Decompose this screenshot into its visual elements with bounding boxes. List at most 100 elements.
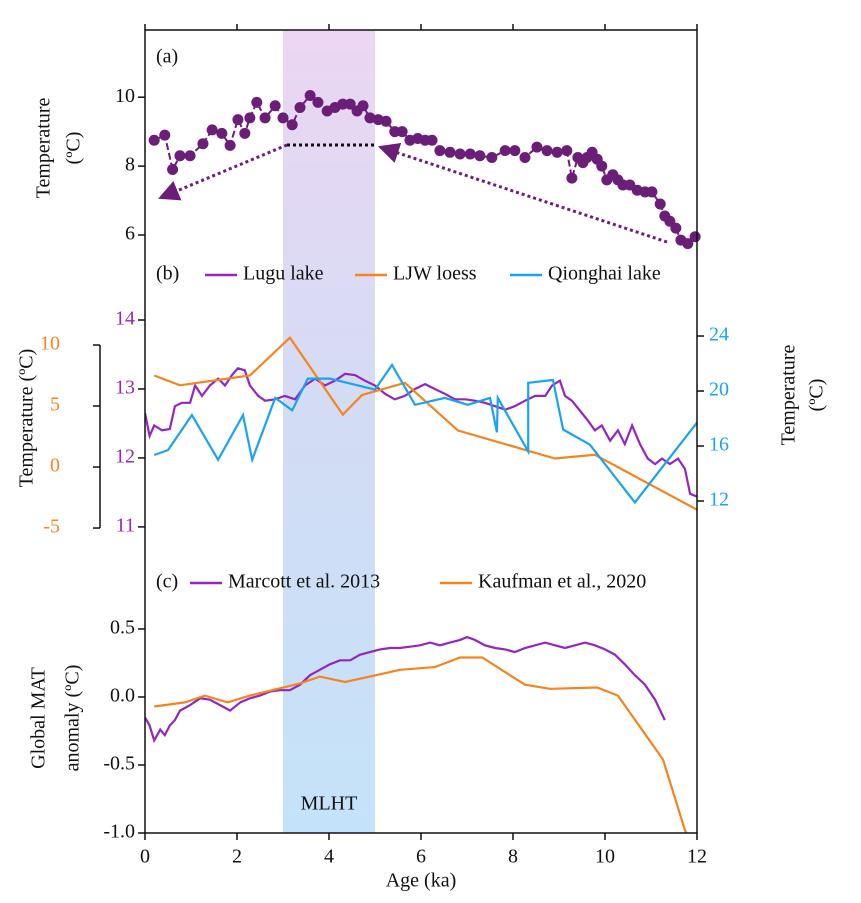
series-line (154, 656, 688, 833)
data-point (224, 139, 236, 151)
data-point (689, 231, 701, 243)
data-point (531, 141, 543, 153)
panel-label: (b) (156, 263, 179, 285)
legend-label: Kaufman et al., 2020 (478, 571, 646, 593)
data-point (464, 148, 476, 160)
axis-title: (ºC) (63, 132, 85, 165)
data-point (304, 89, 316, 101)
data-point (184, 150, 196, 162)
data-point (294, 102, 306, 114)
panel-label: (a) (156, 46, 178, 68)
y-tick-label: 20 (709, 379, 729, 401)
x-axis-title: Age (ka) (386, 870, 457, 892)
x-tick-label: 10 (595, 846, 615, 868)
data-point (364, 112, 376, 124)
y-tick-label: -1.0 (103, 821, 135, 843)
y-tick-label: 8 (125, 154, 135, 176)
data-point (541, 145, 553, 157)
legend-label: Marcott et al. 2013 (228, 571, 380, 593)
data-point (566, 172, 578, 184)
data-point (380, 115, 392, 127)
plot-frame (144, 29, 698, 834)
highlight-band (283, 30, 375, 833)
data-point (596, 160, 608, 172)
series-line (153, 362, 697, 505)
axis-title: Temperature (33, 97, 55, 198)
data-point (444, 146, 456, 158)
data-point (269, 100, 281, 112)
data-point (682, 238, 694, 250)
legend-label: LJW loess (393, 263, 477, 285)
axis-title: Global MAT (28, 667, 50, 769)
data-point (312, 96, 324, 108)
y-tick-label: 16 (709, 434, 729, 456)
x-tick-label: 2 (232, 846, 242, 868)
data-point (646, 186, 658, 198)
series-line (153, 336, 697, 511)
y-tick-label: 5 (50, 394, 60, 416)
data-point (486, 151, 498, 163)
data-point (474, 150, 486, 162)
data-point (259, 112, 271, 124)
data-point (277, 112, 289, 124)
data-point (509, 145, 521, 157)
data-point (232, 114, 244, 126)
data-point (148, 134, 160, 146)
y-tick-label: 14 (115, 308, 135, 330)
data-point (244, 112, 256, 124)
y-tick-label: 24 (709, 324, 729, 346)
data-point (499, 145, 511, 157)
x-tick-label: 6 (416, 846, 426, 868)
data-point (286, 119, 298, 131)
x-tick-label: 12 (687, 846, 707, 868)
axis-title: Temperature (778, 344, 800, 445)
data-point (174, 150, 186, 162)
data-point (519, 151, 531, 163)
y-tick-label: -5 (43, 516, 60, 538)
data-point (206, 124, 218, 136)
data-point (434, 145, 446, 157)
trend-arrows (158, 142, 668, 244)
data-point (454, 148, 466, 160)
x-tick-label: 0 (140, 846, 150, 868)
y-tick-label: 11 (116, 514, 135, 536)
background-layer (283, 30, 375, 833)
y-tick-label: 10 (115, 85, 135, 107)
axis-title: (ºC) (806, 379, 828, 412)
arrow (378, 142, 668, 244)
y-tick-label: 12 (115, 446, 135, 468)
data-point (561, 145, 573, 157)
data-point (551, 146, 563, 158)
data-point (654, 198, 666, 210)
x-tick-label: 8 (508, 846, 518, 868)
arrow (158, 143, 288, 201)
y-tick-label: 0 (50, 455, 60, 477)
data-point (251, 96, 263, 108)
y-tick-label: 10 (40, 333, 60, 355)
data-point (239, 127, 251, 139)
series-line (145, 635, 666, 744)
data-point (216, 127, 228, 139)
y-tick-label: -0.5 (103, 753, 135, 775)
x-tick-label: 4 (324, 846, 334, 868)
axis-title: anomaly (ºC) (62, 665, 84, 772)
data-point (167, 164, 179, 176)
data-point (396, 126, 408, 138)
band-label: MLHT (301, 793, 358, 815)
data-point (159, 129, 171, 141)
axis-title: Temperature (ºC) (16, 349, 38, 488)
data-point (426, 134, 438, 146)
y-tick-label: 13 (115, 377, 135, 399)
y-tick-label: 6 (125, 223, 135, 245)
data-point (670, 222, 682, 234)
y-tick-label: 12 (709, 489, 729, 511)
y-tick-label: 0.5 (110, 617, 135, 639)
data-point (197, 138, 209, 150)
panel-label: (c) (156, 571, 178, 593)
data-point (344, 98, 356, 110)
y-tick-label: 0.0 (110, 685, 135, 707)
legend-label: Lugu lake (243, 263, 324, 285)
